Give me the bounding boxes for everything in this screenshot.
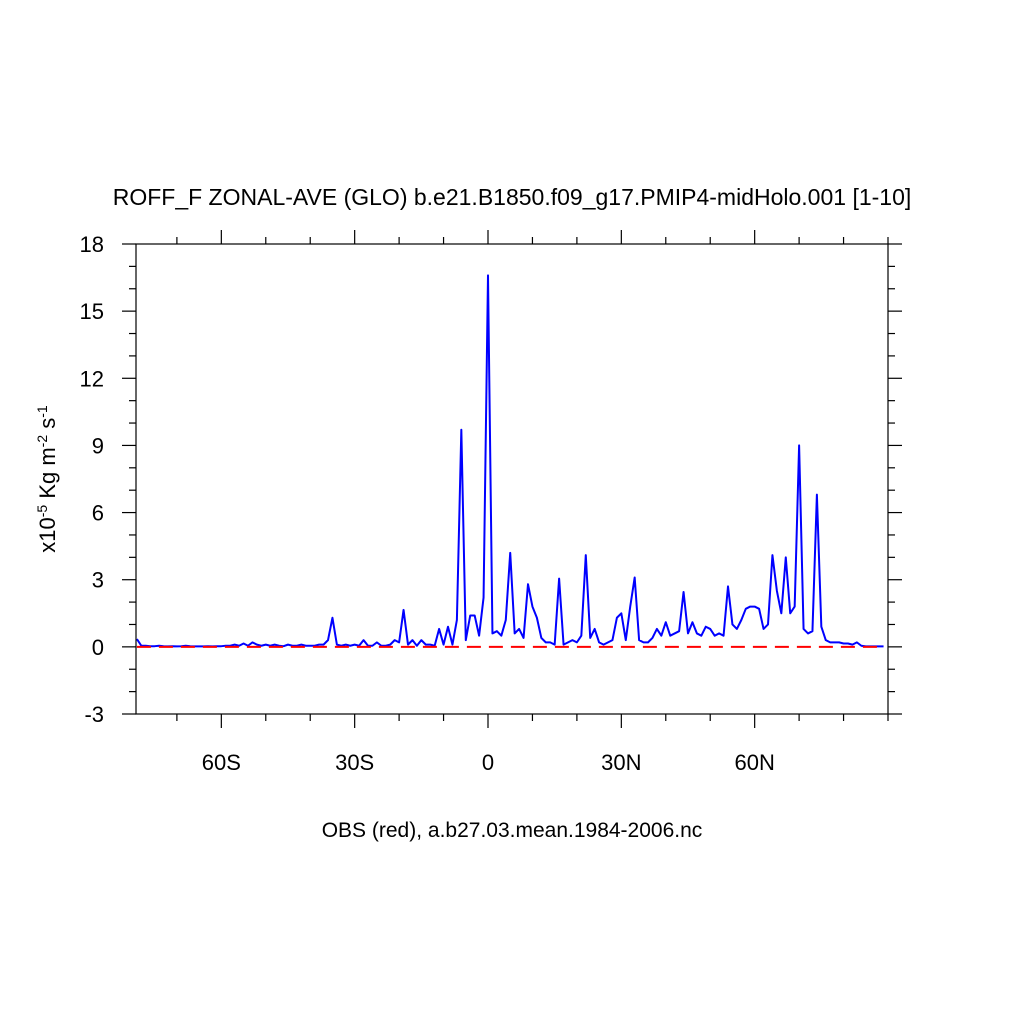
x-tick-label: 60N [734, 750, 774, 775]
y-label-sup: -2 [34, 435, 50, 448]
y-tick-label: -3 [84, 702, 104, 727]
y-tick-label: 12 [80, 366, 104, 391]
y-axis-label: x10-5 Kg m-2 s-1 [34, 405, 60, 553]
y-label-part: s [35, 418, 60, 435]
y-label-part: Kg m [35, 447, 60, 504]
y-tick-label: 3 [92, 568, 104, 593]
y-tick-label: 15 [80, 299, 104, 324]
y-label-sup: -1 [34, 405, 50, 418]
x-tick-label: 60S [202, 750, 241, 775]
y-label-sup: -5 [34, 505, 50, 518]
x-tick-label: 30N [601, 750, 641, 775]
x-tick-label: 30S [335, 750, 374, 775]
x-tick-label: 0 [482, 750, 494, 775]
y-label-part: x10 [35, 517, 60, 552]
y-tick-label: 9 [92, 433, 104, 458]
y-tick-label: 0 [92, 635, 104, 660]
x-axis-label: OBS (red), a.b27.03.mean.1984-2006.nc [322, 819, 703, 842]
chart-title: ROFF_F ZONAL-AVE (GLO) b.e21.B1850.f09_g… [113, 184, 912, 210]
y-tick-label: 18 [80, 232, 104, 257]
plot-frame [135, 243, 889, 715]
y-tick-label: 6 [92, 501, 104, 526]
data-line [136, 274, 884, 648]
